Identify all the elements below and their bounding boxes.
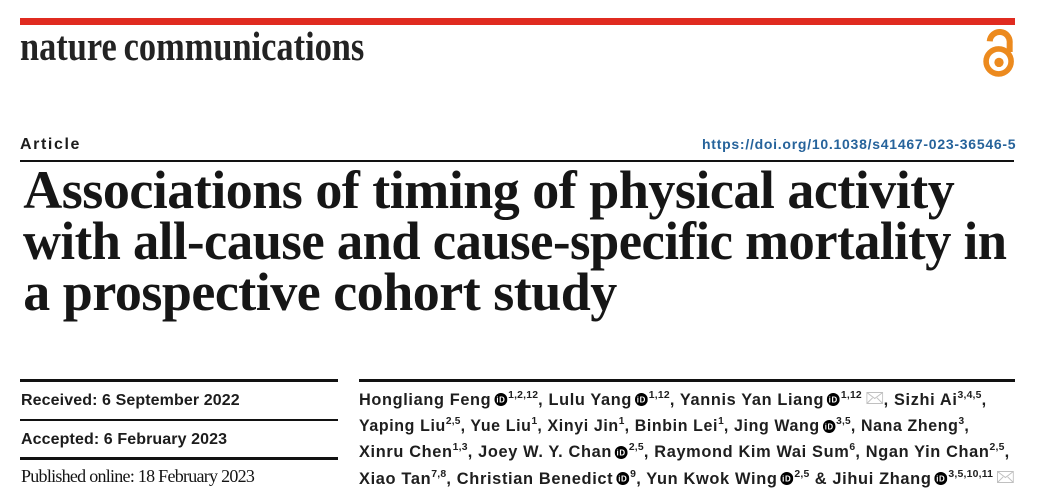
- svg-text:iD: iD: [617, 448, 626, 457]
- svg-text:iD: iD: [829, 396, 838, 405]
- svg-text:iD: iD: [936, 475, 945, 484]
- svg-text:iD: iD: [618, 475, 627, 484]
- svg-text:iD: iD: [637, 396, 646, 405]
- svg-text:iD: iD: [782, 475, 791, 484]
- svg-text:iD: iD: [824, 422, 833, 431]
- svg-text:iD: iD: [496, 396, 505, 405]
